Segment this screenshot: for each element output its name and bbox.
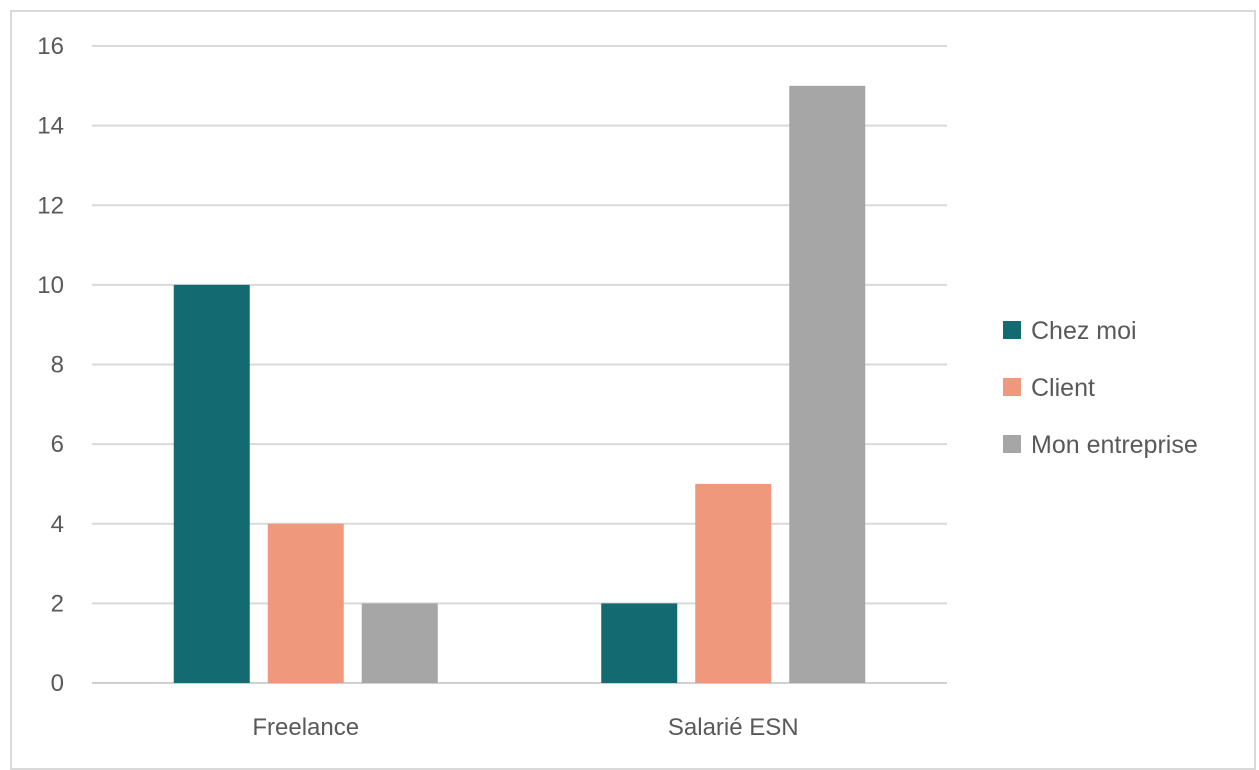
legend-label: Client xyxy=(1031,374,1095,402)
y-tick-label: 10 xyxy=(37,272,64,299)
legend-label: Mon entreprise xyxy=(1031,431,1198,459)
legend-label: Chez moi xyxy=(1031,317,1137,345)
bar-mon-entreprise-freelance xyxy=(361,603,438,683)
y-axis-tick-labels: 0 2 4 6 8 10 12 14 16 xyxy=(37,33,64,697)
legend-swatch xyxy=(1003,378,1021,396)
y-tick-label: 12 xyxy=(37,192,64,219)
y-tick-label: 6 xyxy=(51,431,64,458)
bar-chez-moi-freelance xyxy=(173,284,250,683)
y-tick-label: 0 xyxy=(51,670,64,697)
legend: Chez moi Client Mon entreprise xyxy=(1003,317,1198,459)
bar-client-freelance xyxy=(267,523,344,683)
bar-chez-moi-salarié-esn xyxy=(601,603,678,683)
x-tick-label: Salarié ESN xyxy=(668,714,799,741)
y-tick-label: 14 xyxy=(37,113,64,140)
x-tick-label: Freelance xyxy=(252,714,359,741)
y-tick-label: 2 xyxy=(51,590,64,617)
y-tick-label: 8 xyxy=(51,352,64,379)
y-tick-label: 16 xyxy=(37,33,64,60)
legend-swatch xyxy=(1003,435,1021,453)
bar-mon-entreprise-salarié-esn xyxy=(789,85,866,683)
legend-swatch xyxy=(1003,321,1021,339)
y-tick-label: 4 xyxy=(51,511,64,538)
bar-client-salarié-esn xyxy=(695,483,772,683)
x-axis-tick-labels: Freelance Salarié ESN xyxy=(252,714,798,741)
bars xyxy=(173,85,866,683)
